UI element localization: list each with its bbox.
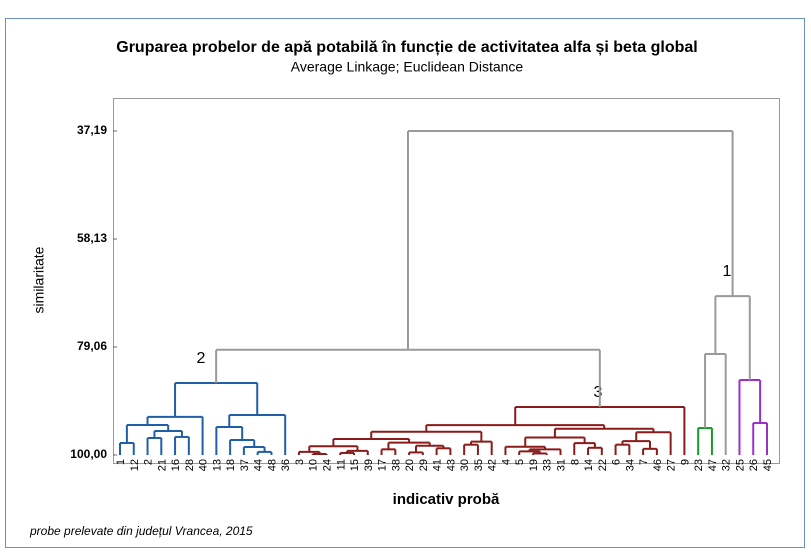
x-tick-label: 21 [156,459,168,471]
x-tick-label: 45 [762,459,774,471]
y-tick-label: 100,00 [70,447,107,461]
x-tick-label: 29 [418,459,430,471]
x-tick-label: 33 [542,459,554,471]
x-tick-label: 7 [638,459,650,465]
x-tick-label: 14 [583,459,595,471]
x-tick-label: 35 [473,459,485,471]
x-tick-label: 10 [308,459,320,471]
x-tick-label: 37 [239,459,251,471]
x-tick-label: 19 [528,459,540,471]
x-tick-label: 17 [377,459,389,471]
x-tick-label: 12 [129,459,141,471]
x-tick-label: 30 [459,459,471,471]
x-tick-label: 39 [363,459,375,471]
x-tick-label: 23 [693,459,705,471]
x-tick-label: 27 [666,459,678,471]
x-tick-label: 32 [721,459,733,471]
x-tick-label: 40 [198,459,210,471]
x-tick-label: 47 [707,459,719,471]
chart-title: Gruparea probelor de apă potabilă în fun… [116,39,697,56]
y-tick-label: 37,19 [77,123,107,137]
annotation: 3 [594,384,603,401]
x-tick-label: 18 [225,459,237,471]
x-tick-label: 20 [404,459,416,471]
x-tick-label: 15 [349,459,361,471]
x-tick-label: 48 [266,459,278,471]
x-tick-label: 43 [445,459,457,471]
x-tick-label: 4 [500,459,512,465]
x-tick-label: 16 [170,459,182,471]
x-axis-label: indicativ probă [393,491,500,508]
x-tick-label: 5 [514,459,526,465]
x-tick-label: 3 [294,459,306,465]
x-tick-label: 2 [143,459,155,465]
x-tick-label: 11 [335,459,347,470]
x-tick-label: 26 [748,459,760,471]
x-tick-label: 6 [611,459,623,465]
y-tick-label: 58,13 [77,231,107,245]
x-tick-label: 41 [432,459,444,471]
x-tick-label: 31 [556,459,568,471]
x-tick-label: 1 [115,459,127,465]
x-tick-label: 28 [184,459,196,471]
x-tick-label: 42 [487,459,499,471]
x-tick-label: 13 [211,459,223,471]
x-tick-label: 46 [652,459,664,471]
x-tick-label: 22 [597,459,609,471]
x-tick-label: 34 [624,459,636,471]
x-tick-label: 44 [253,459,265,471]
x-tick-label: 25 [734,459,746,471]
chart-subtitle: Average Linkage; Euclidean Distance [291,59,524,75]
annotation: 2 [197,350,206,367]
y-axis-label: similaritate [31,246,47,313]
x-tick-label: 38 [390,459,402,471]
x-tick-label: 8 [569,459,581,465]
plot-area [113,98,780,464]
annotation: 1 [723,263,732,280]
y-tick-label: 79,06 [77,339,107,353]
x-tick-label: 36 [280,459,292,471]
x-tick-label: 24 [321,459,333,471]
footnote: probe prelevate din județul Vrancea, 201… [29,524,253,538]
x-tick-label: 9 [679,459,691,465]
